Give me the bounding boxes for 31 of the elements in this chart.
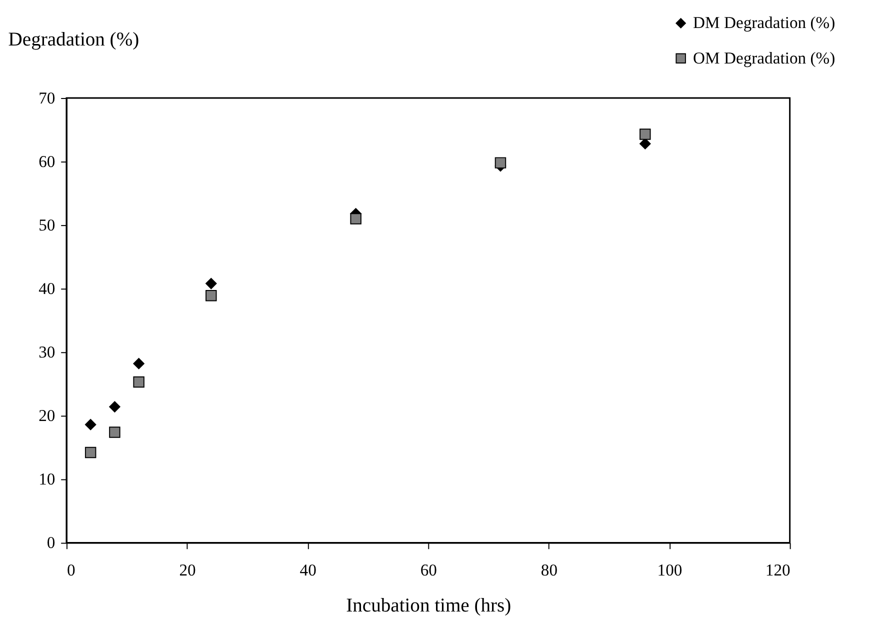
point <box>206 290 217 302</box>
y-tick-label: 0 <box>46 533 56 552</box>
point <box>350 213 362 224</box>
x-tick-label: 80 <box>540 560 558 580</box>
y-tick-label: 50 <box>38 215 56 234</box>
y-tick-label: 40 <box>38 278 56 298</box>
x-tick-label: 120 <box>765 560 790 580</box>
y-tick-label: 20 <box>38 406 56 426</box>
legend-label: OM Degradation (%) <box>693 48 836 68</box>
legend-label: DM Degradation (%) <box>693 13 836 32</box>
point <box>133 358 144 370</box>
y-tick-label: 10 <box>38 470 56 489</box>
y-axis-title: Degradation (%) <box>8 30 140 51</box>
point <box>494 157 506 168</box>
point <box>640 138 651 150</box>
x-tick-label: 100 <box>657 560 682 580</box>
x-tick-label: 0 <box>66 560 76 580</box>
x-tick-label: 60 <box>420 560 437 580</box>
x-axis-title: Incubation time (hrs) <box>346 596 512 617</box>
point <box>206 278 217 290</box>
x-tick-label: 40 <box>300 560 316 580</box>
x-tick-label: 20 <box>179 560 196 580</box>
point <box>109 426 120 438</box>
point <box>133 376 144 388</box>
point <box>109 401 120 412</box>
point <box>84 446 96 458</box>
y-tick-label: 70 <box>38 88 56 108</box>
point <box>84 418 96 430</box>
point <box>640 128 651 140</box>
y-tick-label: 30 <box>38 342 56 362</box>
y-tick-label: 60 <box>38 152 56 171</box>
